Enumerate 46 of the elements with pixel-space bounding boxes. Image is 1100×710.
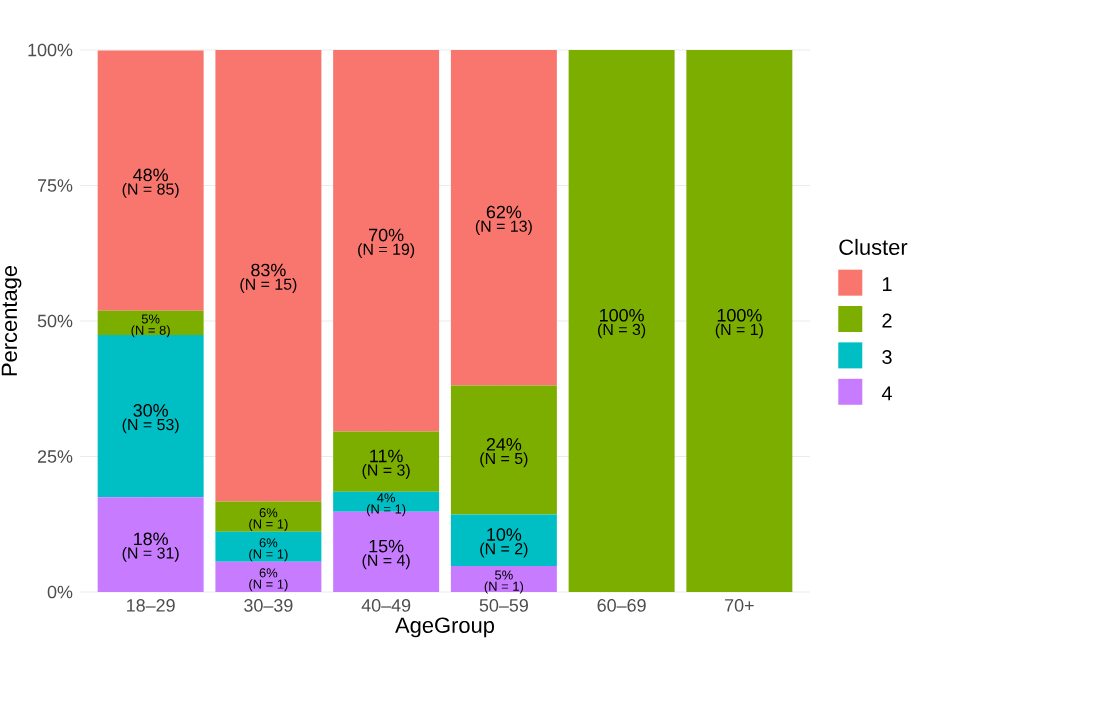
y-tick-label: 25%	[37, 450, 73, 463]
bar	[450, 514, 557, 566]
legend-label: 4	[881, 386, 892, 401]
data-label: 70%	[369, 228, 404, 242]
bar	[568, 49, 675, 592]
legend-label: 1	[882, 277, 892, 292]
bar	[215, 501, 322, 532]
data-label: 24%	[486, 437, 522, 451]
x-axis-title: AgeGroup	[395, 617, 495, 638]
data-label: 11%	[370, 449, 403, 463]
bar	[215, 49, 322, 502]
x-tick-label: 70+	[725, 599, 754, 612]
data-label: 48%	[133, 168, 168, 182]
bar	[450, 385, 557, 515]
data-label: 83%	[251, 263, 286, 277]
data-label: 10%	[487, 528, 522, 541]
bar	[333, 49, 440, 432]
bar	[97, 50, 204, 311]
y-tick-label: 75%	[37, 179, 73, 192]
y-axis-title: Percentage	[1, 265, 22, 376]
legend-label: 3	[882, 349, 892, 365]
legend-title: Cluster	[839, 238, 908, 255]
data-label: 100%	[600, 308, 644, 322]
x-tick-label: 60–69	[597, 599, 646, 612]
bar	[450, 565, 557, 592]
data-label: 15%	[369, 539, 404, 553]
data-label: 62%	[486, 205, 522, 219]
y-tick-label: 50%	[37, 314, 73, 328]
data-label: 100%	[717, 308, 762, 322]
x-tick-label: 30–39	[244, 599, 293, 612]
x-tick-label: 18–29	[127, 599, 175, 612]
bar	[97, 497, 204, 592]
bar	[97, 310, 204, 336]
legend-label: 2	[882, 313, 892, 328]
x-tick-label: 50–59	[479, 599, 528, 612]
bar	[450, 49, 557, 386]
data-label: 18%	[134, 532, 168, 546]
bar	[215, 531, 322, 562]
y-tick-label: 100%	[28, 43, 73, 57]
data-label: 30%	[133, 404, 168, 417]
bar	[333, 431, 440, 492]
x-tick-label: 40–49	[361, 599, 411, 612]
bar	[686, 49, 793, 592]
bar	[97, 335, 204, 498]
y-tick-label: 0%	[47, 585, 73, 599]
bar	[215, 561, 322, 592]
